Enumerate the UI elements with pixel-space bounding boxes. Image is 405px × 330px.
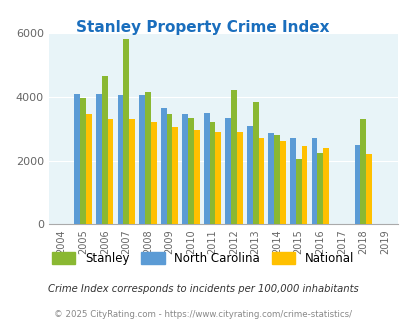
Bar <box>360 119 365 224</box>
Text: Stanley Property Crime Index: Stanley Property Crime Index <box>76 20 329 35</box>
Bar <box>188 117 194 224</box>
Bar <box>274 135 279 224</box>
Bar <box>237 132 242 224</box>
Bar <box>123 39 129 224</box>
Bar <box>230 90 237 224</box>
Bar <box>317 153 322 224</box>
Bar <box>166 115 172 224</box>
Bar <box>182 115 188 224</box>
Bar <box>172 127 178 224</box>
Bar <box>258 138 264 224</box>
Bar <box>160 108 166 224</box>
Bar <box>203 113 209 224</box>
Legend: Stanley, North Carolina, National: Stanley, North Carolina, National <box>47 247 358 269</box>
Bar <box>117 95 123 224</box>
Bar <box>96 94 102 224</box>
Bar <box>150 122 156 224</box>
Bar <box>129 119 135 224</box>
Bar <box>246 125 252 224</box>
Text: Crime Index corresponds to incidents per 100,000 inhabitants: Crime Index corresponds to incidents per… <box>47 284 358 294</box>
Bar <box>289 138 295 224</box>
Bar <box>145 92 150 224</box>
Bar <box>225 117 230 224</box>
Bar <box>295 159 301 224</box>
Bar <box>86 115 92 224</box>
Bar <box>268 134 274 224</box>
Bar <box>311 138 317 224</box>
Bar <box>102 76 107 224</box>
Bar <box>215 132 221 224</box>
Bar <box>209 122 215 224</box>
Bar <box>74 94 80 224</box>
Bar <box>322 148 328 224</box>
Bar <box>365 154 371 224</box>
Bar <box>139 95 145 224</box>
Bar <box>252 102 258 224</box>
Bar <box>354 145 360 224</box>
Bar <box>279 142 285 224</box>
Text: © 2025 CityRating.com - https://www.cityrating.com/crime-statistics/: © 2025 CityRating.com - https://www.city… <box>54 310 351 319</box>
Bar <box>301 146 307 224</box>
Bar <box>107 119 113 224</box>
Bar <box>194 130 199 224</box>
Bar <box>80 98 86 224</box>
